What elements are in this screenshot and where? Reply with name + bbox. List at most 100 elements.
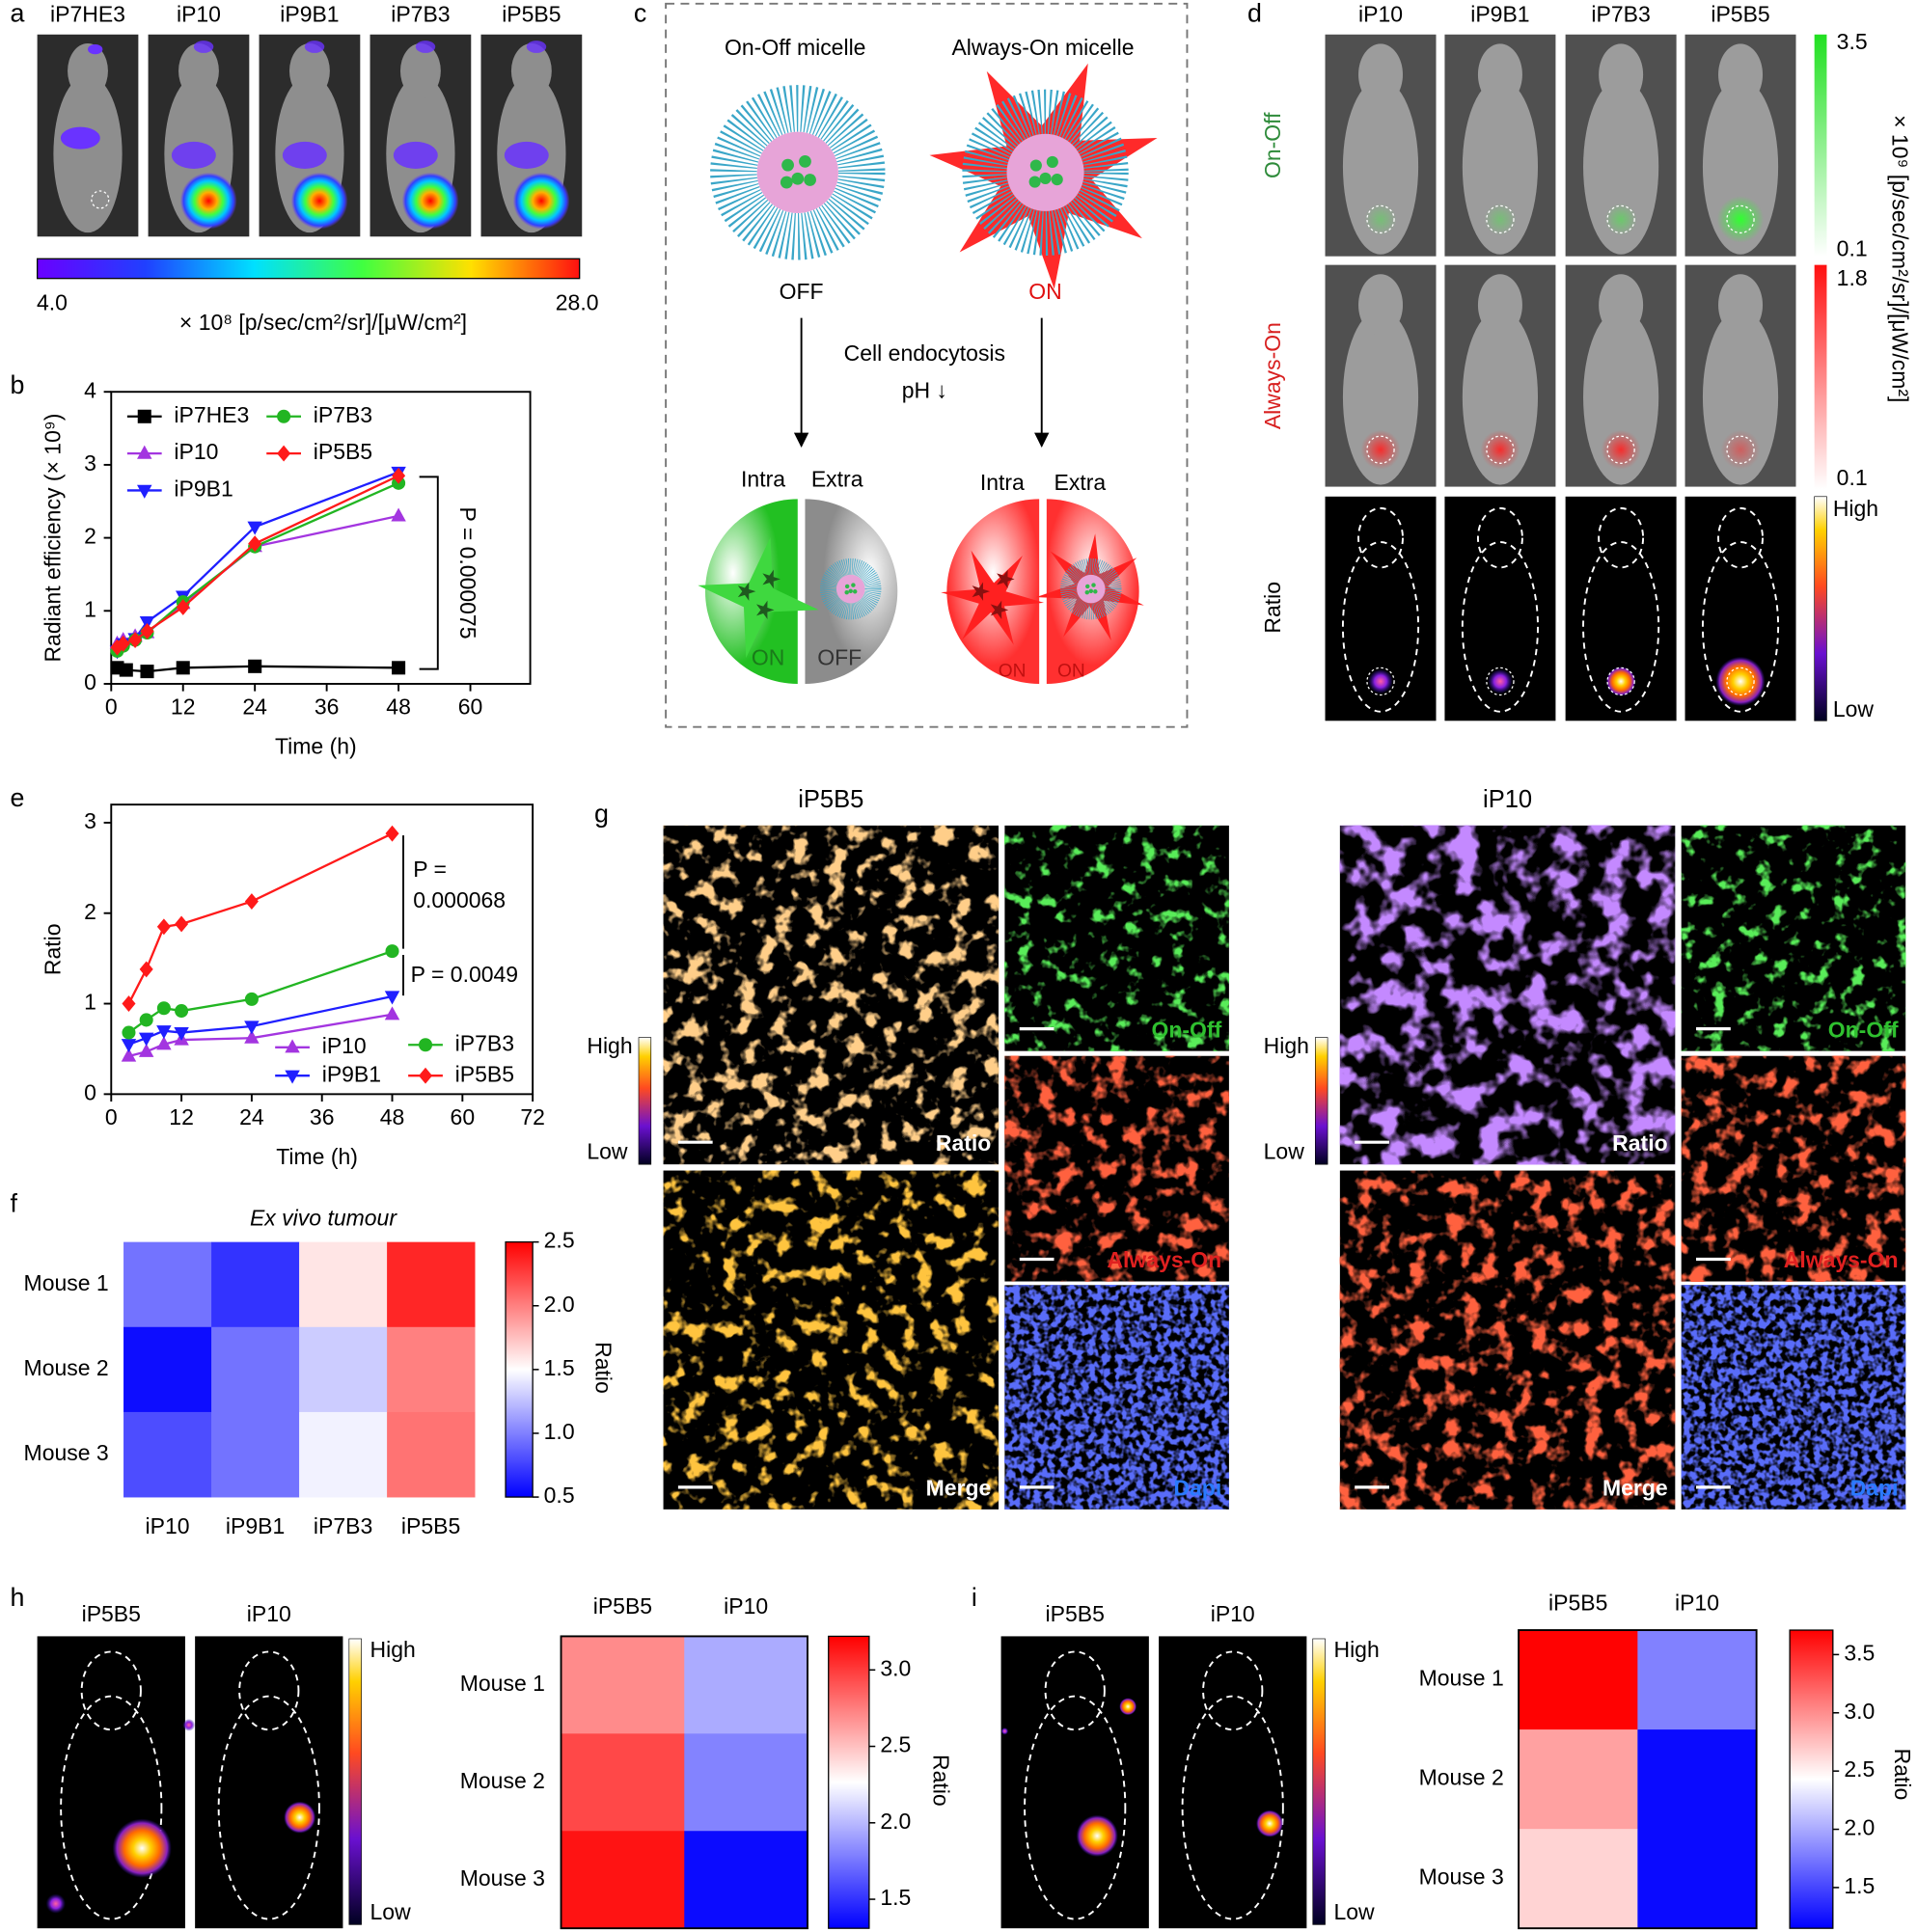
tumour-outline [1486, 204, 1515, 234]
emission-star [941, 550, 1045, 645]
y-tick-label: 3 [84, 808, 96, 833]
micelle-title: On-Off micelle [725, 35, 865, 60]
mouse-body [1461, 541, 1539, 713]
micrograph-signal [1339, 825, 1676, 1165]
scale-label: Low [1264, 1139, 1305, 1164]
tumour-signal [1484, 203, 1517, 235]
y-tick-label: Mouse 1 [1419, 1666, 1504, 1691]
colorbar-tick-label: 1.5 [880, 1885, 911, 1910]
x-tick-label: iP7B3 [314, 1513, 372, 1538]
legend-label: iP7HE3 [174, 402, 249, 427]
compartment-label: Extra [811, 466, 863, 491]
y-axis-label: Ratio [41, 923, 66, 975]
mouse-head [1718, 43, 1764, 106]
colorbar-label: Ratio [929, 1755, 954, 1807]
legend-marker [137, 445, 152, 459]
mouse-head [1477, 43, 1522, 106]
dye [791, 172, 805, 185]
scale-unit: × 10⁸ [p/sec/cm²/sr]/[μW/cm²] [179, 310, 467, 335]
mouse-head [399, 42, 441, 99]
image-label: iP7B3 [391, 2, 450, 27]
y-tick-label: Mouse 2 [1419, 1765, 1504, 1790]
state-label: ON [1028, 279, 1061, 304]
mouse-head [288, 42, 330, 99]
image-label: On-Off [1828, 1017, 1899, 1042]
signal [304, 41, 325, 53]
mouse-body [1341, 541, 1420, 713]
micrograph-signal [1339, 1170, 1676, 1510]
dye [1051, 174, 1063, 186]
marker [139, 1013, 153, 1027]
x-tick-label: iP10 [724, 1593, 768, 1619]
mouse-head [1044, 1650, 1106, 1731]
micelle-shell [962, 89, 1129, 257]
x-tick-label: 0 [105, 694, 118, 720]
series-line [127, 832, 394, 1005]
marker [175, 1004, 189, 1019]
scale-label: 0.1 [1837, 465, 1868, 490]
scale-min: 4.0 [37, 290, 68, 315]
micrograph-signal [1004, 825, 1229, 1051]
legend-marker [137, 409, 151, 423]
emission-star [698, 536, 819, 659]
marker [244, 1029, 260, 1044]
legend-label: iP10 [322, 1033, 367, 1058]
colorbar [828, 1635, 870, 1929]
signal [88, 43, 103, 55]
x-tick-label: 12 [171, 694, 196, 720]
series-line [116, 481, 399, 652]
micrograph-signal [1681, 825, 1906, 1051]
emission-star [737, 582, 756, 601]
colorbar-tick-label: 1.5 [1844, 1873, 1875, 1898]
scale-label: Low [587, 1139, 628, 1164]
image-label: Dapi [1173, 1475, 1221, 1500]
column-label: iP9B1 [1470, 2, 1529, 27]
x-tick-label: iP5B5 [593, 1593, 652, 1619]
legend-label: iP9B1 [174, 476, 233, 501]
micrograph-signal [1004, 1055, 1229, 1282]
heatmap-cell [123, 1326, 212, 1413]
x-axis-label: Time (h) [275, 733, 357, 758]
x-axis-label: Time (h) [276, 1144, 358, 1169]
heatmap-cell [299, 1326, 388, 1413]
signal [60, 126, 100, 150]
signal [193, 41, 214, 53]
colorbar-tick-label: 2.5 [1844, 1756, 1875, 1782]
emission-star [997, 569, 1015, 589]
mouse-head [1477, 274, 1522, 336]
marker [138, 1032, 154, 1047]
tumour-outline [1486, 435, 1515, 464]
legend-marker [277, 445, 291, 462]
marker [174, 1026, 189, 1041]
x-tick-label: 24 [242, 694, 267, 720]
heatmap-cell [561, 1831, 685, 1929]
colorbar-label: Ratio [1890, 1749, 1915, 1801]
image-label: iP5B5 [502, 2, 561, 27]
signal [393, 141, 438, 170]
annotation: P = 0.000075 [455, 507, 480, 639]
cell-state: ON [999, 661, 1027, 681]
x-tick-label: 60 [451, 1104, 476, 1129]
mouse-body [1342, 78, 1419, 255]
heatmap-cell [123, 1411, 212, 1498]
micelle-title: Always-On micelle [951, 35, 1134, 60]
heatmap-cell [1519, 1630, 1638, 1730]
image-label: iP5B5 [1046, 1601, 1105, 1626]
marker [116, 635, 130, 652]
micrograph-signal [663, 825, 1000, 1165]
emission-star [972, 582, 991, 601]
dye [1085, 584, 1090, 589]
dye [1084, 589, 1090, 595]
marker [122, 995, 136, 1012]
mouse-body [60, 1695, 163, 1920]
heatmap-cell [211, 1411, 300, 1498]
scale-label: High [370, 1637, 416, 1662]
panel-letter: b [11, 370, 25, 399]
image-label: Merge [1602, 1475, 1668, 1500]
tumour-outline [91, 190, 110, 209]
mouse-head [238, 1650, 300, 1731]
process-label: pH ↓ [902, 377, 947, 402]
colorbar-label: Ratio [591, 1342, 616, 1394]
marker [392, 661, 406, 675]
